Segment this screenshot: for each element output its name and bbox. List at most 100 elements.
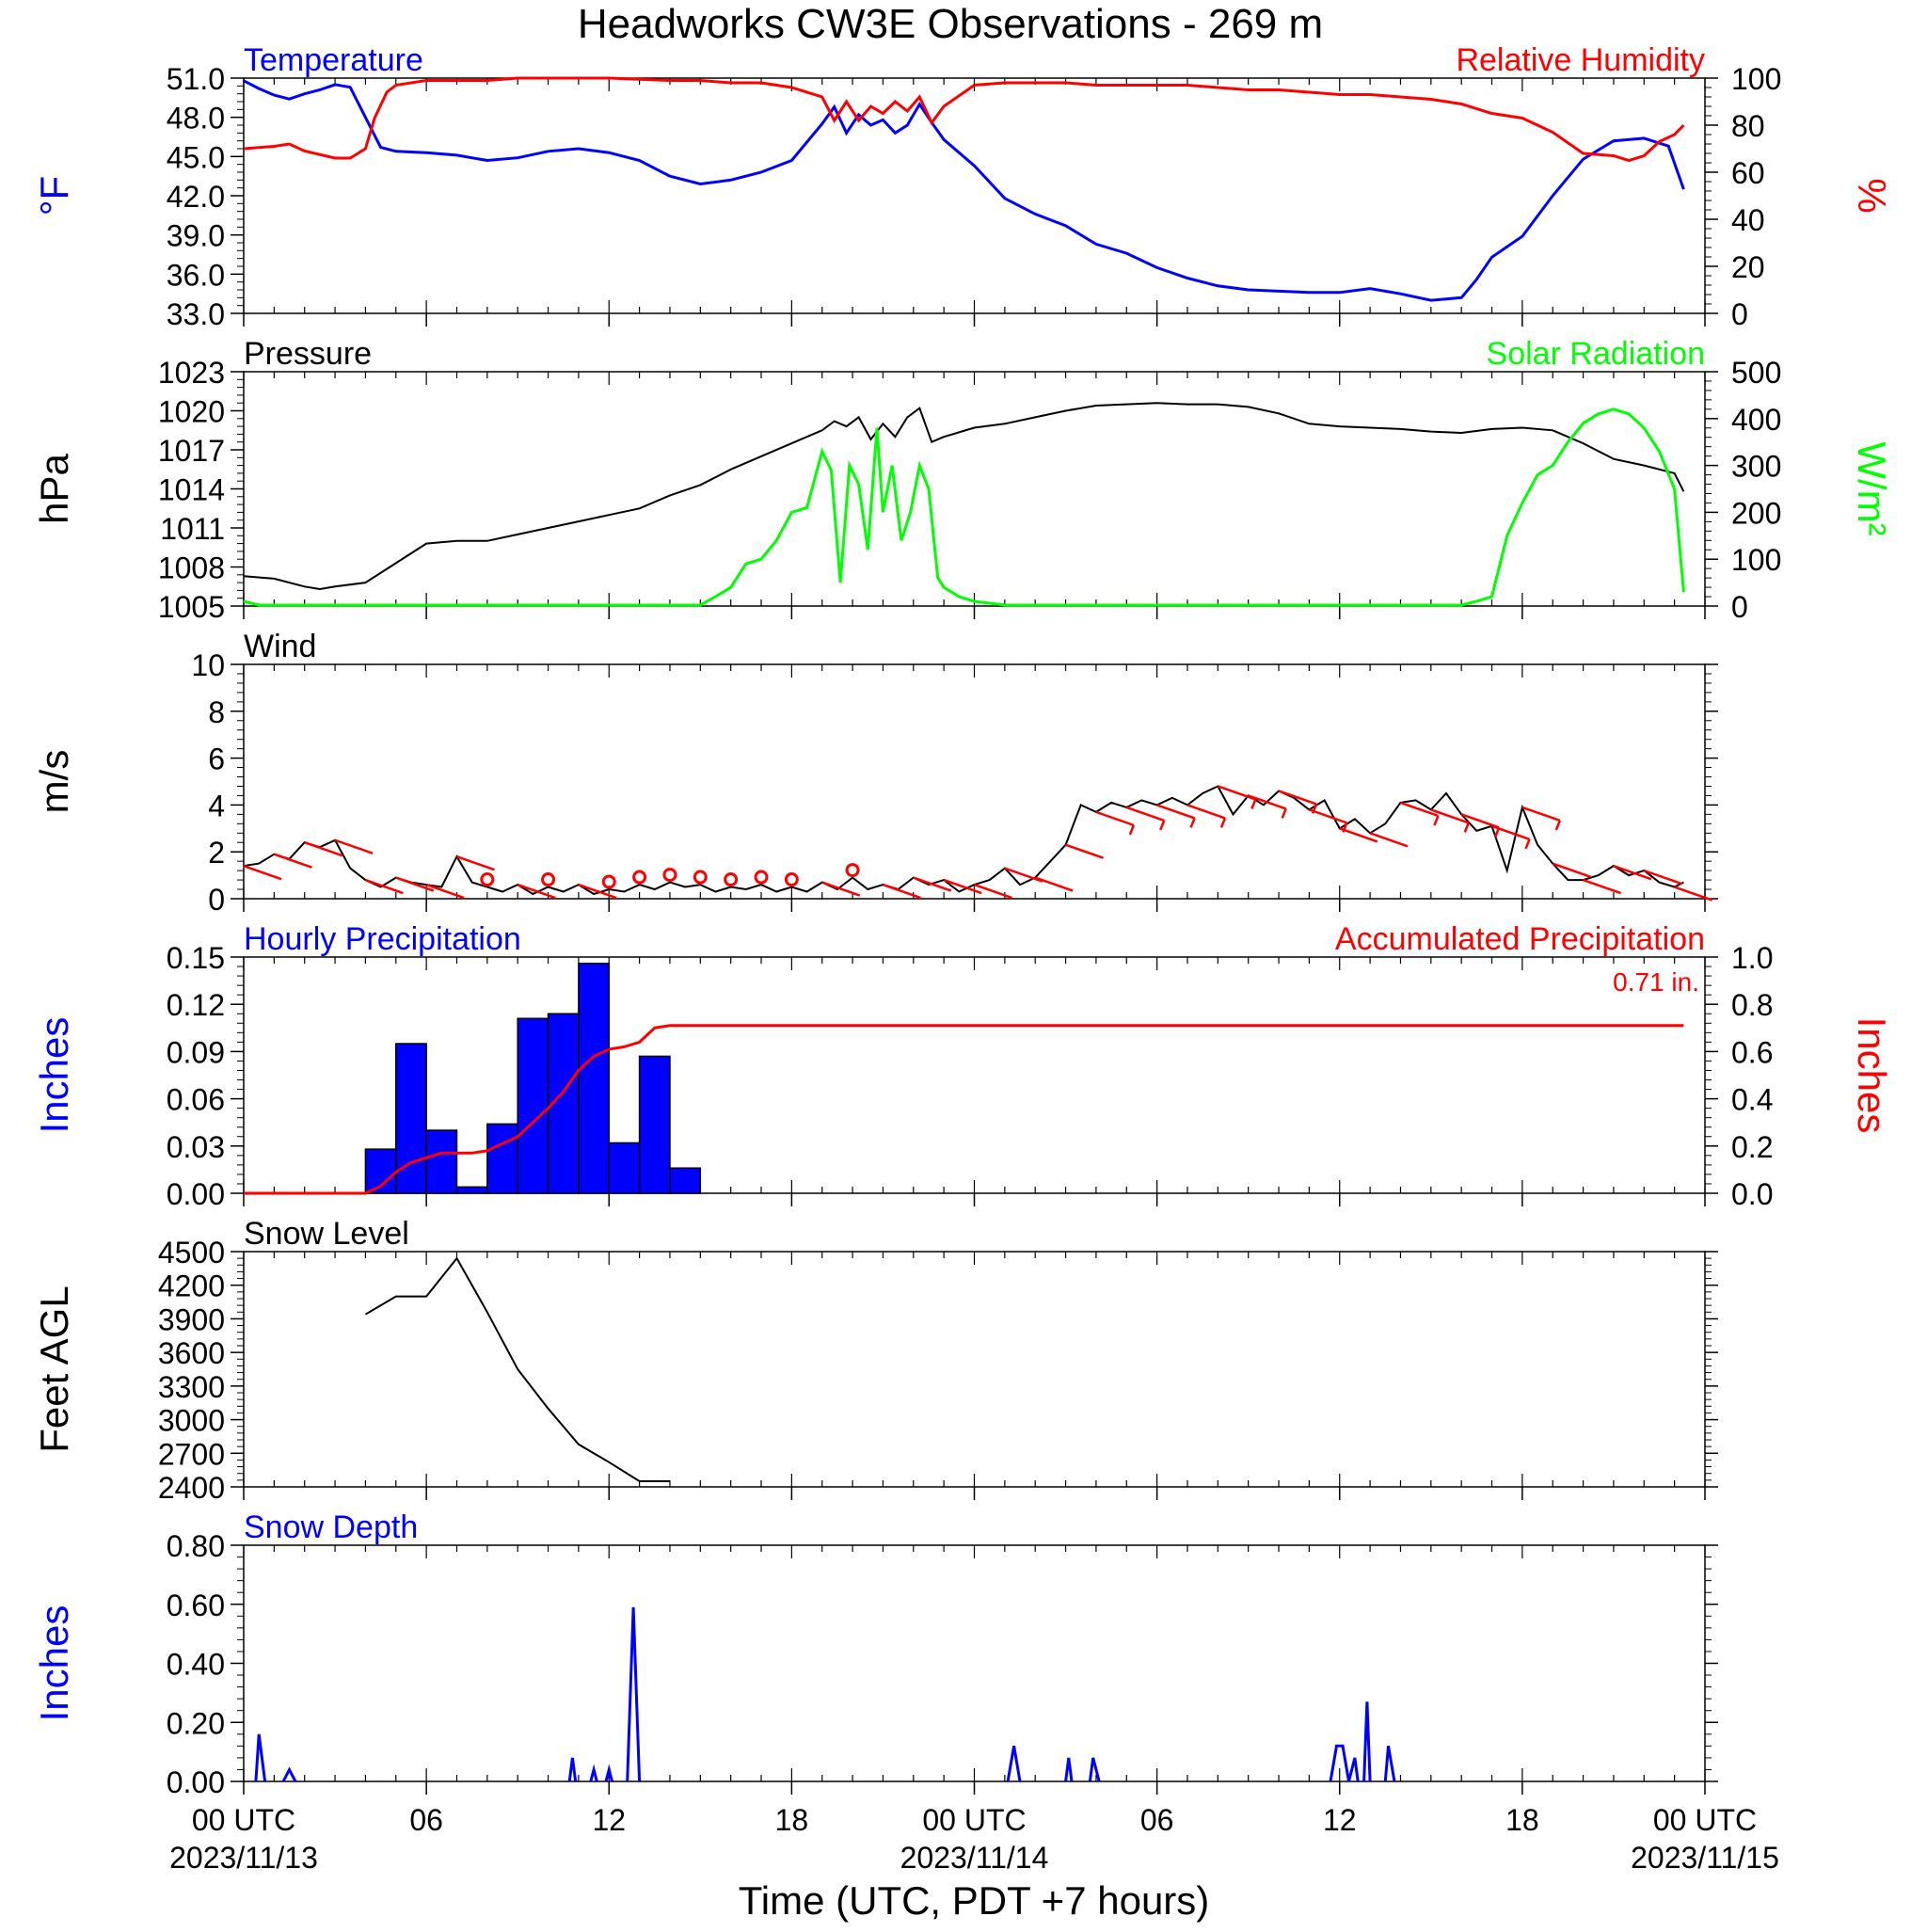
y-tick-label-right: 500	[1731, 356, 1781, 390]
time-tick-label: 06	[1140, 1803, 1174, 1837]
y-tick-label-right: 0.8	[1731, 988, 1773, 1022]
wind-barb	[1217, 785, 1256, 801]
y-tick-label-left: 36.0	[167, 258, 225, 292]
snow-depth-spike	[626, 1606, 642, 1782]
y-tick-label-right: 0.2	[1731, 1130, 1773, 1164]
wind-barb-flag	[1463, 822, 1470, 833]
y-tick-label-left: 0.40	[167, 1648, 225, 1682]
calm-wind-circle	[784, 872, 799, 887]
wind-barb	[883, 883, 921, 900]
series-pressure	[243, 402, 1685, 591]
time-tick-label: 18	[1505, 1803, 1539, 1837]
y-tick-label-right: 200	[1731, 496, 1781, 530]
panel-title-right: Accumulated Precipitation	[1335, 921, 1705, 957]
precip-bar	[608, 1142, 641, 1194]
panel-title-left: Temperature	[244, 42, 423, 78]
y-tick-label-left: 6	[208, 742, 225, 776]
wind-barb	[578, 883, 617, 900]
wind-barb	[943, 878, 982, 895]
snow-depth-spike	[1006, 1746, 1022, 1782]
y-tick-label-left: 0.00	[167, 1177, 225, 1211]
precip-bar	[638, 1055, 671, 1194]
wind-barb	[1552, 862, 1591, 878]
y-tick-label-left: 0	[208, 883, 225, 917]
wind-barb	[1430, 808, 1470, 824]
snow-depth-spike	[1088, 1757, 1101, 1782]
y-tick-label-left: 33.0	[167, 297, 225, 331]
calm-wind-circle	[693, 870, 708, 885]
wind-barb	[304, 841, 343, 857]
y-tick-label-left: 48.0	[167, 102, 225, 136]
y-tick-label-left: 0.12	[167, 988, 225, 1022]
wind-barb-flag	[1250, 799, 1257, 809]
calm-wind-circle	[480, 872, 495, 887]
y-tick-label-left: 1017	[158, 434, 225, 468]
y-tick-label-left: 1014	[158, 473, 225, 507]
panel-temperature_rh: 51.0 48.0 45.0 42.0 39.0 36.0 33.0 100 80 60 40 20 0…	[32, 42, 1894, 331]
calm-wind-circle	[754, 870, 769, 885]
y-tick-label-left: 10	[191, 648, 225, 682]
y-tick-label-right: 300	[1731, 450, 1781, 484]
y-tick-label-left: 3300	[158, 1370, 225, 1404]
time-tick-label: 00 UTC	[192, 1803, 295, 1837]
y-tick-label-right: 0.6	[1731, 1035, 1773, 1069]
wind-barb-flag	[1219, 817, 1227, 828]
precip-bar	[578, 962, 610, 1194]
snow-depth-spike	[1064, 1757, 1074, 1782]
y-axis-label-right: %	[1850, 178, 1894, 213]
calm-wind-circle	[662, 868, 677, 883]
y-tick-label-right: 80	[1731, 109, 1765, 143]
y-tick-label-left: 0.03	[167, 1130, 225, 1164]
precipitation-bars	[364, 962, 702, 1194]
snow-depth-spike	[567, 1757, 578, 1782]
y-tick-label-right: 1.0	[1731, 941, 1773, 975]
panel-frame	[243, 1544, 1706, 1782]
snow-depth-spike	[604, 1764, 613, 1782]
calm-wind-circle	[632, 870, 647, 885]
precip-bar	[669, 1167, 702, 1194]
y-axis-label-left: m/s	[32, 750, 76, 814]
panel-precipitation: 0.15 0.12 0.09 0.06 0.03 0.00 1.0 0.8 0.6 0.4 0.2 0…	[32, 921, 1894, 1211]
wind-barb	[1369, 832, 1409, 848]
wind-barb	[1308, 808, 1347, 824]
time-tick-label: 18	[775, 1803, 809, 1837]
panel-title-left: Pressure	[244, 336, 372, 372]
wind-barb-flag	[1433, 815, 1440, 826]
x-axis-label: Time (UTC, PDT +7 hours)	[739, 1878, 1210, 1923]
wind-barb	[1034, 876, 1074, 892]
y-tick-label-left: 42.0	[167, 180, 225, 214]
time-tick-date: 2023/11/15	[1631, 1841, 1779, 1875]
y-tick-label-left: 39.0	[167, 219, 225, 253]
panel-title-left: Wind	[244, 629, 316, 664]
wind-barb	[1065, 843, 1104, 859]
wind-barb	[1186, 804, 1226, 820]
wind-barb	[273, 853, 312, 869]
wind-barb	[821, 881, 861, 897]
time-tick-label: 00 UTC	[922, 1803, 1026, 1837]
precip-bar	[425, 1129, 458, 1194]
y-tick-label-left: 8	[208, 695, 225, 729]
precip-bar	[486, 1123, 518, 1194]
y-tick-label-left: 1020	[158, 395, 225, 429]
y-tick-label-right: 0	[1731, 297, 1748, 331]
wind-barb	[1583, 878, 1621, 895]
y-tick-label-right: 0.0	[1731, 1177, 1773, 1211]
series-snow-depth	[254, 1606, 1396, 1782]
y-tick-label-right: 0	[1731, 590, 1748, 624]
snow-depth-spike	[589, 1764, 598, 1782]
panel-title-right: Relative Humidity	[1456, 42, 1705, 78]
wind-barb-flag	[1159, 820, 1166, 831]
y-tick-label-left: 2700	[158, 1437, 225, 1471]
wind-barb-flag	[1189, 817, 1196, 828]
wind-barb	[243, 864, 282, 881]
wind-barb	[456, 855, 495, 871]
panel-pressure_solar: 1023 1020 1017 1014 1011 1008 1005 500 400 300 200…	[32, 336, 1894, 624]
y-tick-label-left: 51.0	[167, 62, 225, 96]
y-tick-label-right: 400	[1731, 403, 1781, 437]
y-tick-label-left: 4	[208, 789, 225, 822]
y-tick-label-left: 0.80	[167, 1529, 225, 1563]
wind-barb	[1491, 824, 1530, 840]
panel-snow_depth: 0.80 0.60 0.40 0.20 0.00 Snow Depth Inches	[32, 1509, 1718, 1799]
